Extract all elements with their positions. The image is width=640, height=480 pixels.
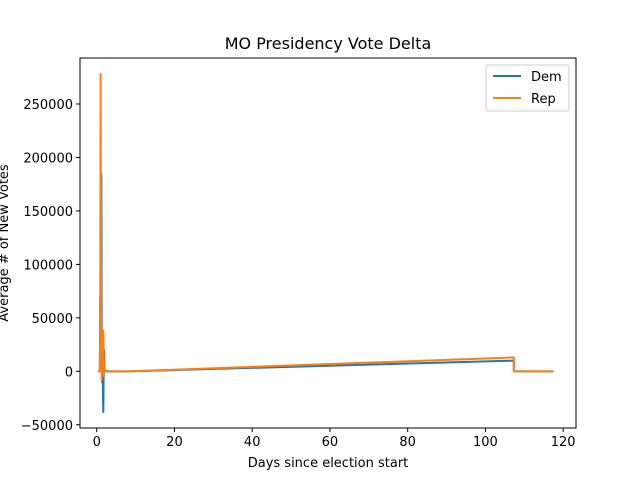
- legend-label-rep: Rep: [531, 92, 556, 107]
- y-tick-label: 150000: [23, 205, 73, 220]
- series-line-dem: [97, 173, 554, 413]
- series-line-rep: [97, 73, 554, 381]
- y-axis-label: Average # of New Votes: [0, 164, 12, 322]
- y-tick-label: 50000: [32, 312, 73, 327]
- series-group: [97, 73, 554, 413]
- y-tick-label: 250000: [23, 98, 73, 113]
- x-tick-label: 120: [551, 435, 576, 450]
- y-tick-label: 0: [65, 365, 73, 380]
- plot-frame: [79, 57, 577, 429]
- x-tick-label: 60: [322, 435, 339, 450]
- y-axis-ticks: −50000 0 50000 100000 150000 200000 250000: [21, 98, 80, 434]
- legend: Dem Rep: [485, 64, 570, 112]
- y-tick-label: 100000: [23, 258, 73, 273]
- y-tick-label: 200000: [23, 151, 73, 166]
- legend-label-dem: Dem: [531, 70, 562, 85]
- x-tick-label: 20: [166, 435, 183, 450]
- x-axis-label: Days since election start: [248, 456, 409, 471]
- x-tick-label: 80: [399, 435, 416, 450]
- x-tick-label: 40: [244, 435, 261, 450]
- chart-title: MO Presidency Vote Delta: [225, 34, 432, 53]
- y-tick-label: −50000: [21, 419, 73, 434]
- x-tick-label: 100: [473, 435, 498, 450]
- x-tick-label: 0: [93, 435, 101, 450]
- x-axis-ticks: 0 20 40 60 80 100 120: [93, 428, 576, 450]
